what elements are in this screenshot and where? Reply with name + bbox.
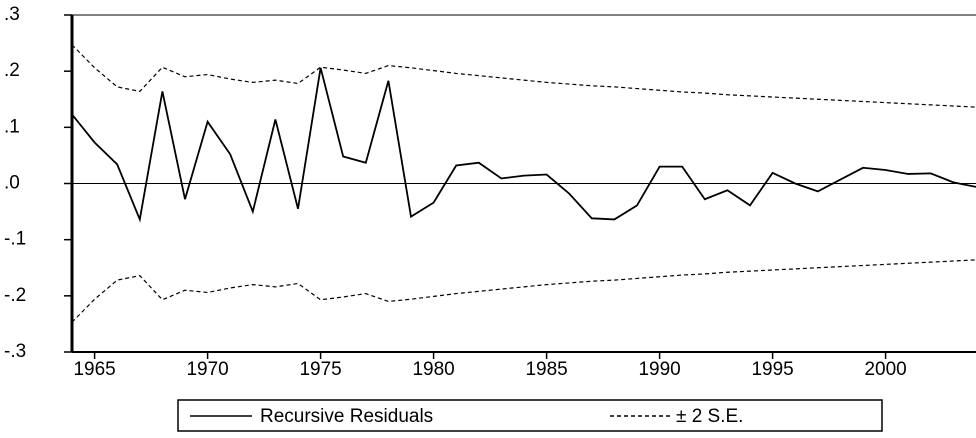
x-tick-label: 1995	[751, 359, 793, 380]
x-tick-label: 1975	[299, 359, 341, 380]
y-tick-label: -.2	[4, 285, 26, 306]
x-tick-label: 1990	[638, 359, 680, 380]
y-tick-label: .2	[4, 60, 20, 81]
y-tick-label: .0	[4, 173, 20, 194]
y-tick-label: .1	[4, 116, 20, 137]
y-tick-label: .3	[4, 4, 20, 25]
legend-label: Recursive Residuals	[260, 406, 433, 427]
x-tick-label: 1980	[412, 359, 454, 380]
x-tick-label: 2000	[864, 359, 906, 380]
series-line	[71, 44, 976, 108]
x-tick-label: 1970	[186, 359, 228, 380]
y-tick-label: -.1	[4, 229, 26, 250]
y-tick-label: -.3	[4, 341, 26, 362]
legend-label: ± 2 S.E.	[676, 406, 743, 427]
x-tick-label: 1985	[525, 359, 567, 380]
series-line	[71, 259, 976, 323]
legend-box	[177, 399, 883, 432]
series-line	[71, 67, 976, 223]
x-tick-label: 1965	[73, 359, 115, 380]
